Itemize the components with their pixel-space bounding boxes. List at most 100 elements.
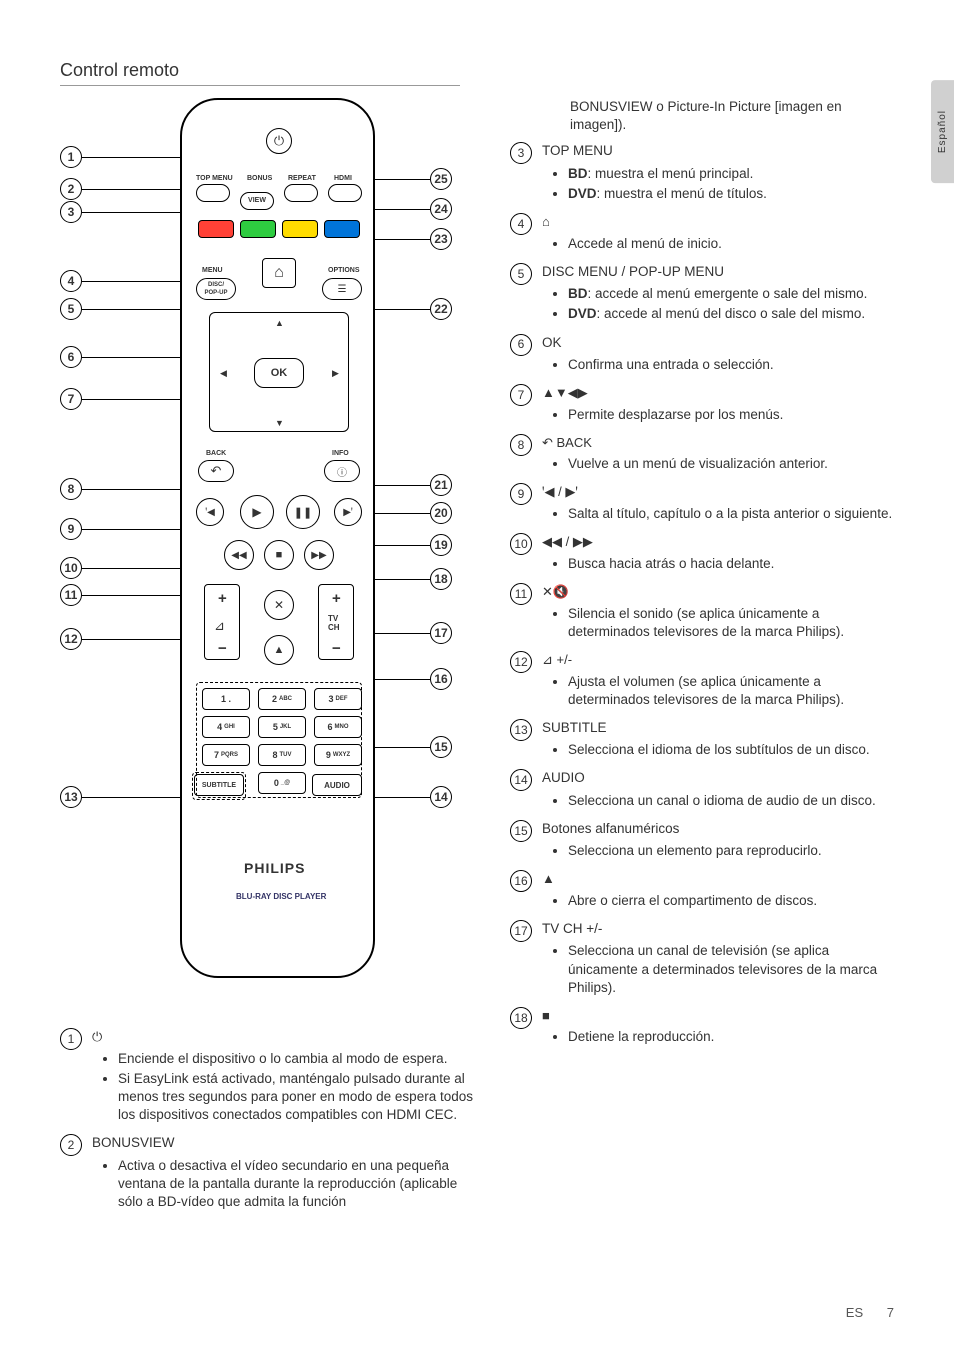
callout-6: 6 — [60, 346, 82, 368]
subtitle-button: SUBTITLE — [194, 774, 244, 796]
desc-7: 7▲▼◀▶Permite desplazarse por los menús. — [510, 384, 900, 426]
callout-1: 1 — [60, 146, 82, 168]
blue-button — [324, 220, 360, 238]
callout-17: 17 — [430, 622, 452, 644]
lbl-options: OPTIONS — [328, 267, 360, 274]
keypad-7: 7PQRS — [202, 744, 250, 766]
desc-num-3: 3 — [510, 142, 532, 164]
footer-page: 7 — [887, 1305, 894, 1320]
ok-button: OK — [254, 358, 304, 388]
desc-num-2: 2 — [60, 1134, 82, 1156]
desc-1: 1⏻Enciende el dispositivo o lo cambia al… — [60, 1028, 480, 1126]
lbl-menu: MENU — [202, 267, 223, 274]
vol-minus-icon: − — [218, 640, 227, 657]
callout-11: 11 — [60, 584, 82, 606]
right-descriptions: 3TOP MENUBD: muestra el menú principal.D… — [510, 142, 900, 1048]
btn-repeat — [284, 184, 318, 202]
desc-12: 12⊿ +/-Ajusta el volumen (se aplica únic… — [510, 651, 900, 711]
main-columns: 12345678910111213 2524232221201918171615… — [60, 98, 904, 1221]
desc-num-1: 1 — [60, 1028, 82, 1050]
disc-popup-button: DISC/ POP-UP — [196, 278, 236, 300]
callout-5: 5 — [60, 298, 82, 320]
page-footer: ES 7 — [846, 1305, 894, 1320]
desc-num-11: 11 — [510, 583, 532, 605]
callout-23: 23 — [430, 228, 452, 250]
brand-label: PHILIPS — [244, 860, 305, 876]
vol-icon: ⊿ — [214, 618, 225, 634]
desc-5: 5DISC MENU / POP-UP MENUBD: accede al me… — [510, 263, 900, 326]
callout-15: 15 — [430, 736, 452, 758]
desc-17: 17TV CH +/-Selecciona un canal de televi… — [510, 920, 900, 999]
desc-num-15: 15 — [510, 820, 532, 842]
pause-icon: ❚❚ — [286, 495, 320, 529]
desc-num-5: 5 — [510, 263, 532, 285]
callout-10: 10 — [60, 557, 82, 579]
vol-plus-icon: + — [218, 590, 227, 607]
power-icon: ⏻ — [266, 128, 292, 154]
rewind-icon: ◀◀ — [224, 540, 254, 570]
desc-18: 18■Detiene la reproducción. — [510, 1007, 900, 1049]
desc-15: 15Botones alfanuméricosSelecciona un ele… — [510, 820, 900, 862]
desc-num-6: 6 — [510, 334, 532, 356]
next-icon: ▶ꞌ — [334, 498, 362, 526]
up-arrow-icon: ▲ — [275, 318, 284, 328]
desc-num-16: 16 — [510, 870, 532, 892]
right-arrow-icon: ▶ — [332, 368, 339, 379]
desc-13: 13SUBTITLESelecciona el idioma de los su… — [510, 719, 900, 761]
desc-num-18: 18 — [510, 1007, 532, 1029]
callout-9: 9 — [60, 518, 82, 540]
play-icon: ▶ — [240, 495, 274, 529]
desc-2: 2BONUSVIEWActiva o desactiva el vídeo se… — [60, 1134, 480, 1213]
callout-12: 12 — [60, 628, 82, 650]
desc-num-4: 4 — [510, 213, 532, 235]
desc-num-8: 8 — [510, 434, 532, 456]
desc-num-10: 10 — [510, 533, 532, 555]
desc-num-12: 12 — [510, 651, 532, 673]
left-arrow-icon: ◀ — [220, 368, 227, 379]
down-arrow-icon: ▼ — [275, 418, 284, 428]
desc-11: 11✕🔇Silencia el sonido (se aplica únicam… — [510, 583, 900, 643]
lbl-info: INFO — [332, 450, 349, 457]
green-button — [240, 220, 276, 238]
ch-plus-icon: + — [332, 590, 341, 607]
callout-25: 25 — [430, 168, 452, 190]
ffwd-icon: ▶▶ — [304, 540, 334, 570]
keypad-3: 3DEF — [314, 688, 362, 710]
callout-24: 24 — [430, 198, 452, 220]
ch-minus-icon: − — [332, 640, 341, 657]
keypad-1 .: 1 . — [202, 688, 250, 710]
callout-3: 3 — [60, 201, 82, 223]
desc-num-7: 7 — [510, 384, 532, 406]
callout-8: 8 — [60, 478, 82, 500]
keypad-2: 2ABC — [258, 688, 306, 710]
callout-22: 22 — [430, 298, 452, 320]
callout-2: 2 — [60, 178, 82, 200]
back-button: ↶ — [198, 460, 234, 482]
stop-icon: ■ — [264, 540, 294, 570]
desc-num-13: 13 — [510, 719, 532, 741]
callout-7: 7 — [60, 388, 82, 410]
callout-16: 16 — [430, 668, 452, 690]
desc-4: 4⌂Accede al menú de inicio. — [510, 213, 900, 255]
desc-num-9: 9 — [510, 483, 532, 505]
keypad-8: 8TUV — [258, 744, 306, 766]
right-column: BONUSVIEW o Picture-In Picture [imagen e… — [510, 98, 900, 1221]
callout-4: 4 — [60, 270, 82, 292]
callout-21: 21 — [430, 474, 452, 496]
callout-14: 14 — [430, 786, 452, 808]
audio-button: AUDIO — [312, 774, 362, 796]
lbl-hdmi: HDMI — [334, 175, 352, 182]
options-button: ☰ — [322, 278, 362, 300]
lbl-repeat: REPEAT — [288, 175, 316, 182]
keypad-0: 0_@ — [258, 772, 306, 794]
callout-18: 18 — [430, 568, 452, 590]
info-button: ⓘ — [324, 460, 360, 482]
desc-10: 10◀◀ / ▶▶Busca hacia atrás o hacia delan… — [510, 533, 900, 575]
language-tab: Español — [931, 80, 954, 183]
desc-3: 3TOP MENUBD: muestra el menú principal.D… — [510, 142, 900, 205]
lbl-topmenu: TOP MENU — [196, 175, 233, 182]
desc-16: 16▲Abre o cierra el compartimento de dis… — [510, 870, 900, 912]
remote-body: ⏻ TOP MENU BONUS REPEAT HDMI VIEW MENU O… — [180, 98, 375, 978]
keypad-9: 9WXYZ — [314, 744, 362, 766]
desc-num-14: 14 — [510, 769, 532, 791]
